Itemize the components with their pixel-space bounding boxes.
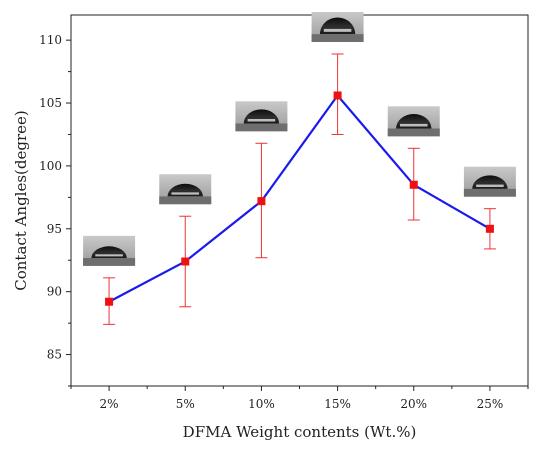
data-point-marker [257, 197, 266, 206]
droplet-inset-3 [311, 11, 364, 42]
x-tick-label: 25% [477, 397, 504, 411]
data-point-marker [409, 180, 418, 189]
data-markers [105, 91, 494, 306]
droplet-inset-4 [387, 106, 440, 137]
x-tick-label: 15% [324, 397, 351, 411]
plot-frame [70, 14, 529, 387]
x-tick-label: 10% [248, 397, 275, 411]
data-point-marker [181, 257, 190, 266]
inset-substrate [463, 188, 516, 197]
x-tick-label: 2% [100, 397, 119, 411]
inset-substrate [83, 258, 136, 266]
inset-substrate [235, 123, 288, 132]
x-axis-ticks: 2% 5% 10% 15% 20% 25% [70, 386, 529, 411]
droplet-reflection [323, 28, 352, 32]
droplet-reflection [247, 118, 276, 122]
series-line [108, 93, 491, 303]
inset-substrate [311, 34, 364, 42]
droplet-inset-0 [83, 235, 136, 266]
data-point-marker [333, 91, 342, 100]
droplet-inset-2 [235, 101, 288, 132]
y-axis-ticks: 85 90 95 100 105 110 [39, 33, 71, 387]
droplet-reflection [399, 123, 428, 127]
y-tick-label: 105 [39, 96, 62, 110]
droplet-inset-5 [463, 166, 516, 197]
droplet-insets [83, 11, 516, 266]
y-tick-label: 95 [47, 222, 62, 236]
droplet-reflection [171, 192, 200, 195]
inset-substrate [387, 128, 440, 137]
x-tick-label: 20% [400, 397, 427, 411]
x-axis-title: DFMA Weight contents (Wt.%) [183, 423, 417, 441]
droplet-reflection [95, 254, 123, 257]
y-tick-label: 110 [39, 33, 62, 47]
y-tick-label: 85 [47, 348, 62, 362]
droplet-inset-1 [159, 174, 212, 205]
data-point-marker [105, 297, 114, 306]
data-point-marker [485, 224, 494, 233]
droplet-reflection [476, 184, 504, 187]
inset-substrate [159, 196, 212, 205]
y-axis-title: Contact Angles(degree) [12, 110, 30, 291]
y-tick-label: 100 [39, 159, 62, 173]
y-tick-label: 90 [47, 285, 62, 299]
x-tick-label: 5% [176, 397, 195, 411]
